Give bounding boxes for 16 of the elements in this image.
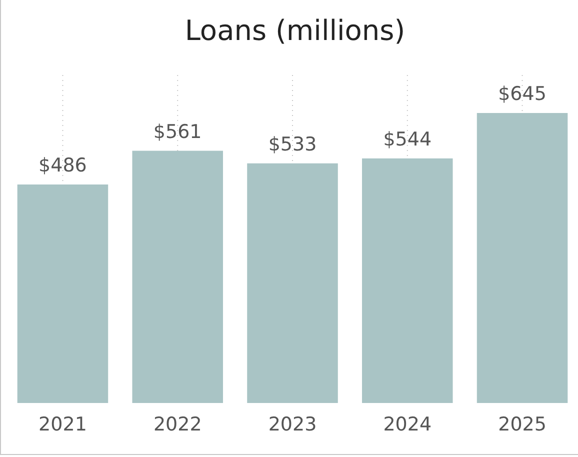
- chart-title: Loans (millions): [184, 14, 406, 47]
- data-label: $544: [383, 128, 432, 150]
- x-tick-label: 2024: [383, 414, 432, 436]
- bar: [132, 150, 223, 403]
- bar: [362, 158, 453, 403]
- data-label: $645: [498, 83, 546, 105]
- data-label: $533: [268, 133, 317, 156]
- bar: [17, 184, 108, 403]
- x-tick-label: 2021: [38, 414, 87, 436]
- bar: [476, 113, 568, 403]
- bar: [247, 163, 338, 403]
- x-tick-label: 2025: [498, 414, 546, 436]
- x-tick-label: 2023: [268, 414, 317, 436]
- data-label: $486: [38, 154, 87, 176]
- data-label: $561: [153, 120, 202, 143]
- x-tick-label: 2022: [153, 414, 202, 436]
